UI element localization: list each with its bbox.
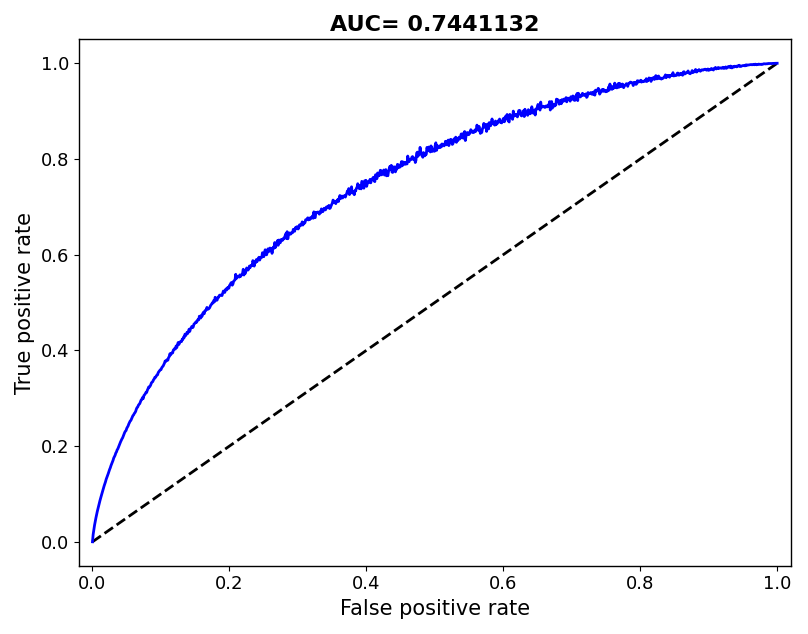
X-axis label: False positive rate: False positive rate: [339, 599, 530, 619]
Title: AUC= 0.7441132: AUC= 0.7441132: [330, 15, 540, 35]
Y-axis label: True positive rate: True positive rate: [15, 212, 35, 394]
